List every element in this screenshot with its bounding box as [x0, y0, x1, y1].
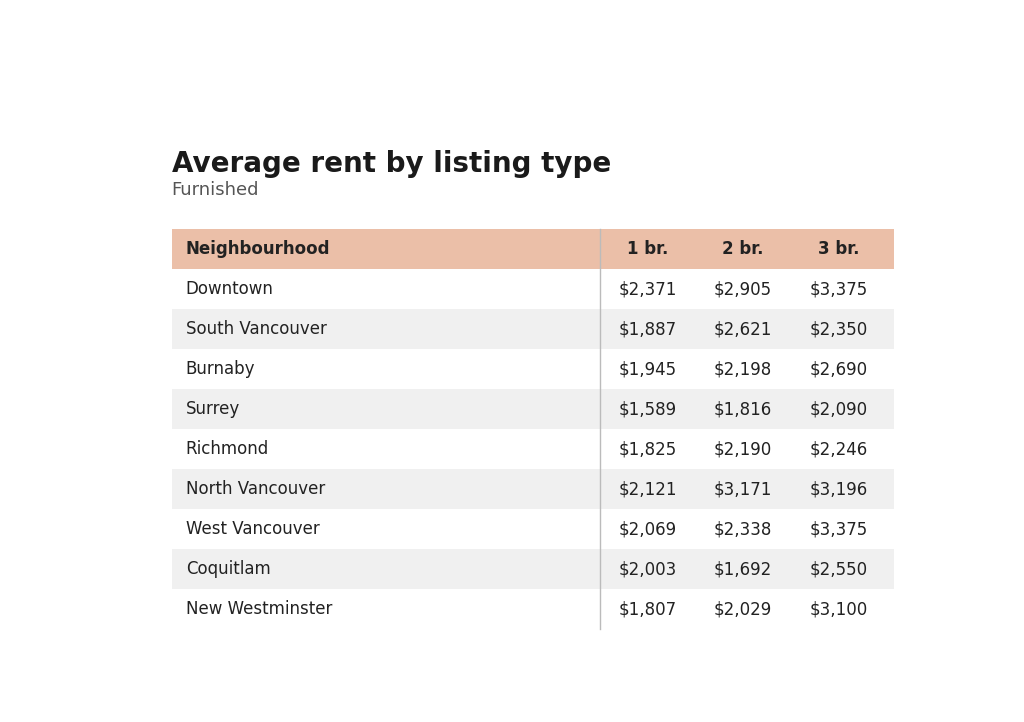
Bar — [172, 269, 894, 309]
Bar — [172, 469, 894, 509]
Text: 3 br.: 3 br. — [817, 240, 859, 258]
Text: $2,198: $2,198 — [714, 360, 772, 378]
Text: $3,196: $3,196 — [809, 480, 867, 498]
Text: $2,029: $2,029 — [714, 601, 772, 619]
Text: $2,246: $2,246 — [809, 440, 867, 458]
Text: $2,069: $2,069 — [618, 521, 677, 539]
Text: Average rent by listing type: Average rent by listing type — [172, 149, 611, 178]
Text: $3,100: $3,100 — [809, 601, 867, 619]
Text: $1,692: $1,692 — [714, 560, 772, 578]
Text: $2,003: $2,003 — [618, 560, 677, 578]
Text: Neighbourhood: Neighbourhood — [185, 240, 331, 258]
Text: $1,945: $1,945 — [618, 360, 677, 378]
Text: Coquitlam: Coquitlam — [185, 560, 270, 578]
Text: $2,621: $2,621 — [714, 320, 772, 338]
Bar — [172, 509, 894, 549]
Text: $2,371: $2,371 — [618, 280, 677, 298]
Text: $1,887: $1,887 — [618, 320, 677, 338]
Text: Downtown: Downtown — [185, 280, 273, 298]
Text: Furnished: Furnished — [172, 180, 259, 199]
Bar — [172, 309, 894, 349]
Bar — [172, 389, 894, 430]
Text: $2,690: $2,690 — [809, 360, 867, 378]
Text: $2,090: $2,090 — [809, 400, 867, 418]
Text: $2,121: $2,121 — [618, 480, 677, 498]
Bar — [172, 229, 894, 269]
Text: $1,825: $1,825 — [618, 440, 677, 458]
Text: $1,589: $1,589 — [618, 400, 677, 418]
Bar — [172, 549, 894, 589]
Text: Richmond: Richmond — [185, 440, 269, 458]
Bar — [172, 349, 894, 389]
Text: $1,807: $1,807 — [618, 601, 677, 619]
Text: $3,171: $3,171 — [714, 480, 772, 498]
Text: $3,375: $3,375 — [809, 521, 867, 539]
Text: South Vancouver: South Vancouver — [185, 320, 327, 338]
Text: New Westminster: New Westminster — [185, 601, 332, 619]
Text: $2,550: $2,550 — [809, 560, 867, 578]
Text: Burnaby: Burnaby — [185, 360, 255, 378]
Text: 1 br.: 1 br. — [627, 240, 669, 258]
Text: North Vancouver: North Vancouver — [185, 480, 325, 498]
Text: $2,905: $2,905 — [714, 280, 772, 298]
Text: $2,190: $2,190 — [714, 440, 772, 458]
Text: $2,350: $2,350 — [809, 320, 867, 338]
Text: 2 br.: 2 br. — [722, 240, 764, 258]
Text: $3,375: $3,375 — [809, 280, 867, 298]
Bar — [172, 589, 894, 630]
Text: $1,816: $1,816 — [714, 400, 772, 418]
Text: Surrey: Surrey — [185, 400, 240, 418]
Bar — [172, 430, 894, 469]
Text: West Vancouver: West Vancouver — [185, 521, 319, 539]
Text: $2,338: $2,338 — [714, 521, 772, 539]
